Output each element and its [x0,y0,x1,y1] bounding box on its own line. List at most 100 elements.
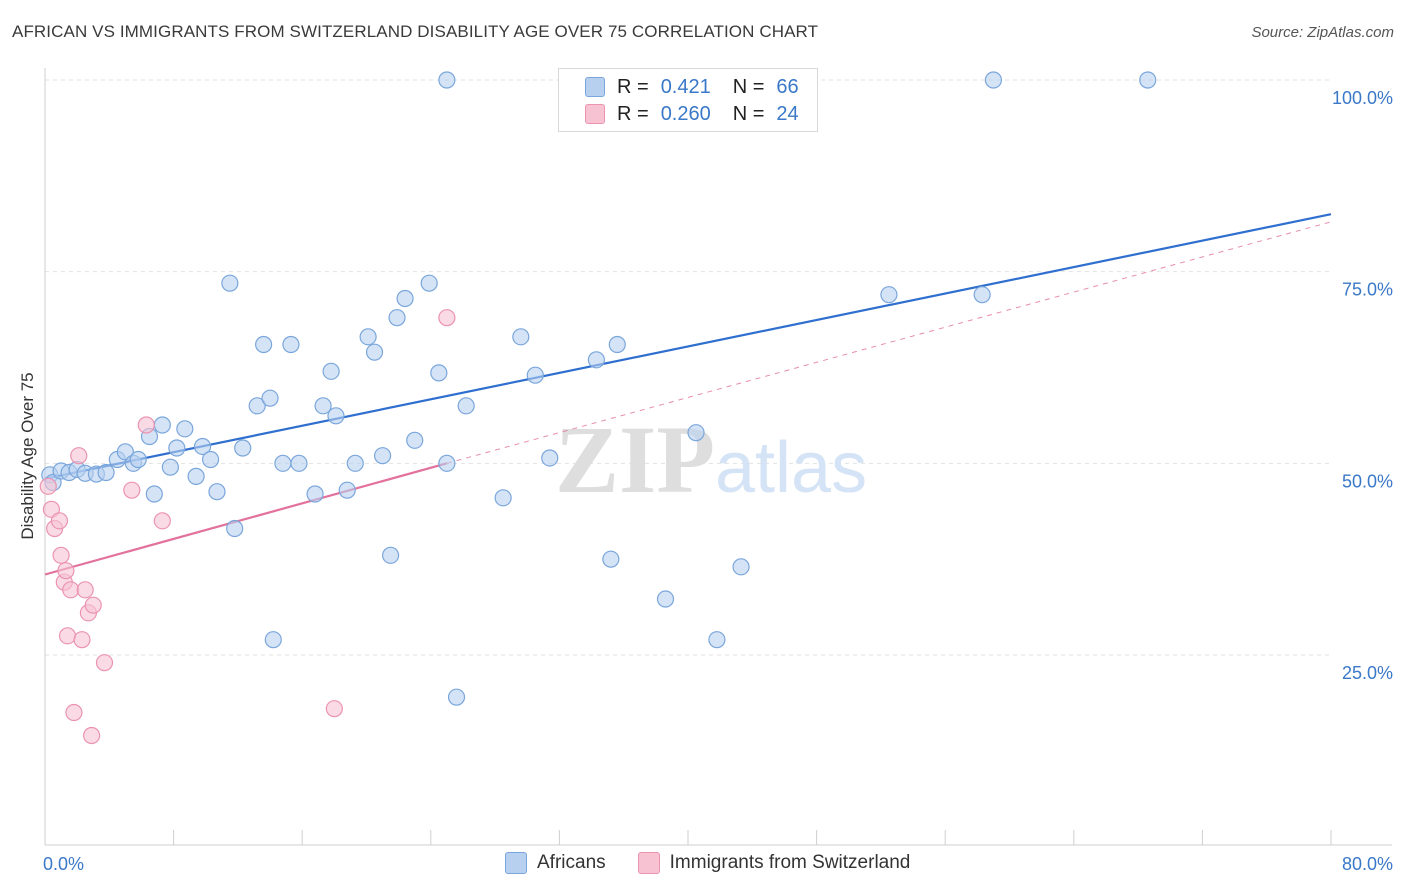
point-africans[interactable] [261,389,279,407]
point-swiss[interactable] [76,581,94,599]
point-africans[interactable] [373,447,392,465]
point-africans[interactable] [97,463,115,482]
point-africans[interactable] [732,558,750,576]
point-africans[interactable] [176,420,194,438]
r-value: 0.421 [660,75,711,98]
point-africans[interactable] [234,439,252,457]
tick-labels: 25.0% 50.0% 75.0% 100.0% 0.0% 80.0% [43,88,1393,874]
series-legend: Africans Immigrants from Switzerland [505,852,942,874]
point-africans[interactable] [346,454,364,472]
point-swiss[interactable] [57,562,75,580]
point-africans[interactable] [290,454,308,472]
point-africans[interactable] [973,286,991,304]
watermark-atlas: atlas [715,428,867,508]
point-africans[interactable] [255,335,273,354]
point-africans[interactable] [396,289,414,308]
point-africans[interactable] [602,550,620,568]
trend-line-swiss-extension [446,221,1332,464]
legend-item-swiss[interactable]: Immigrants from Switzerland [637,852,910,874]
point-africans[interactable] [129,450,147,469]
point-africans[interactable] [687,424,705,442]
point-africans[interactable] [438,71,456,89]
point-swiss[interactable] [137,416,155,434]
point-africans[interactable] [145,485,163,503]
legend-item-africans[interactable]: Africans [505,852,606,874]
point-africans[interactable] [274,454,292,472]
point-africans[interactable] [608,335,626,354]
point-swiss[interactable] [84,596,102,614]
point-swiss[interactable] [50,512,69,530]
y-tick-label: 50.0% [1342,471,1393,491]
point-africans[interactable] [512,328,530,346]
point-africans[interactable] [359,328,377,346]
swiss-legend-swatch [637,852,660,874]
point-africans[interactable] [338,481,356,499]
point-africans[interactable] [161,458,179,476]
source-label: Source: ZipAtlas.com [1251,24,1394,41]
point-swiss[interactable] [83,726,101,745]
point-africans[interactable] [457,397,475,415]
point-africans[interactable] [984,71,1003,89]
point-africans[interactable] [406,431,424,449]
r-value: 0.260 [660,102,711,125]
point-africans[interactable] [1139,71,1157,89]
stats-row-swiss: R = 0.260 N = 24 [585,101,799,127]
point-africans[interactable] [314,397,332,415]
point-swiss[interactable] [95,654,114,672]
point-africans[interactable] [153,416,171,434]
point-africans[interactable] [221,274,239,292]
stats-legend: R = 0.421 N = 66 R = 0.260 N = 24 [558,68,818,132]
point-africans[interactable] [382,546,400,564]
point-africans[interactable] [168,439,186,457]
point-africans[interactable] [306,485,324,503]
data-points [39,71,1157,745]
point-africans[interactable] [193,437,212,456]
point-africans[interactable] [526,366,544,384]
africans-legend-swatch [505,852,527,874]
point-swiss[interactable] [52,546,70,564]
y-tick-label: 100.0% [1332,88,1393,108]
point-africans[interactable] [201,450,220,469]
point-africans[interactable] [282,335,300,354]
n-value: 24 [776,102,799,125]
r-label: R = [617,75,649,98]
point-swiss[interactable] [65,703,83,722]
point-africans[interactable] [208,483,226,501]
point-africans[interactable] [226,519,244,538]
point-africans[interactable] [447,688,466,706]
point-africans[interactable] [322,362,340,380]
legend-label-africans: Africans [537,852,606,873]
point-africans[interactable] [327,407,345,425]
point-swiss[interactable] [73,631,91,649]
x-tick-label: 80.0% [1342,854,1393,874]
point-africans[interactable] [656,590,675,608]
point-africans[interactable] [494,489,512,507]
point-swiss[interactable] [62,581,80,599]
point-africans[interactable] [587,351,605,369]
r-label: R = [617,102,649,125]
trend-lines [44,213,1332,576]
point-swiss[interactable] [153,512,171,530]
point-swiss[interactable] [438,309,456,327]
point-africans[interactable] [430,364,448,382]
point-swiss[interactable] [325,700,343,718]
point-swiss[interactable] [70,447,88,465]
y-tick-label: 25.0% [1342,663,1393,683]
point-africans[interactable] [438,454,456,472]
point-africans[interactable] [264,631,282,649]
trend-line-africans [44,213,1332,480]
point-africans[interactable] [708,631,726,649]
point-africans[interactable] [388,309,406,327]
point-swiss[interactable] [58,627,77,645]
point-africans[interactable] [541,449,559,467]
point-africans[interactable] [365,343,384,361]
stats-row-africans: R = 0.421 N = 66 [585,74,799,100]
point-swiss[interactable] [123,481,141,499]
point-swiss[interactable] [39,477,57,495]
point-africans[interactable] [420,274,438,292]
x-tick-label: 0.0% [43,854,84,874]
point-africans[interactable] [248,397,266,415]
point-africans[interactable] [187,467,205,485]
point-africans[interactable] [880,286,898,304]
